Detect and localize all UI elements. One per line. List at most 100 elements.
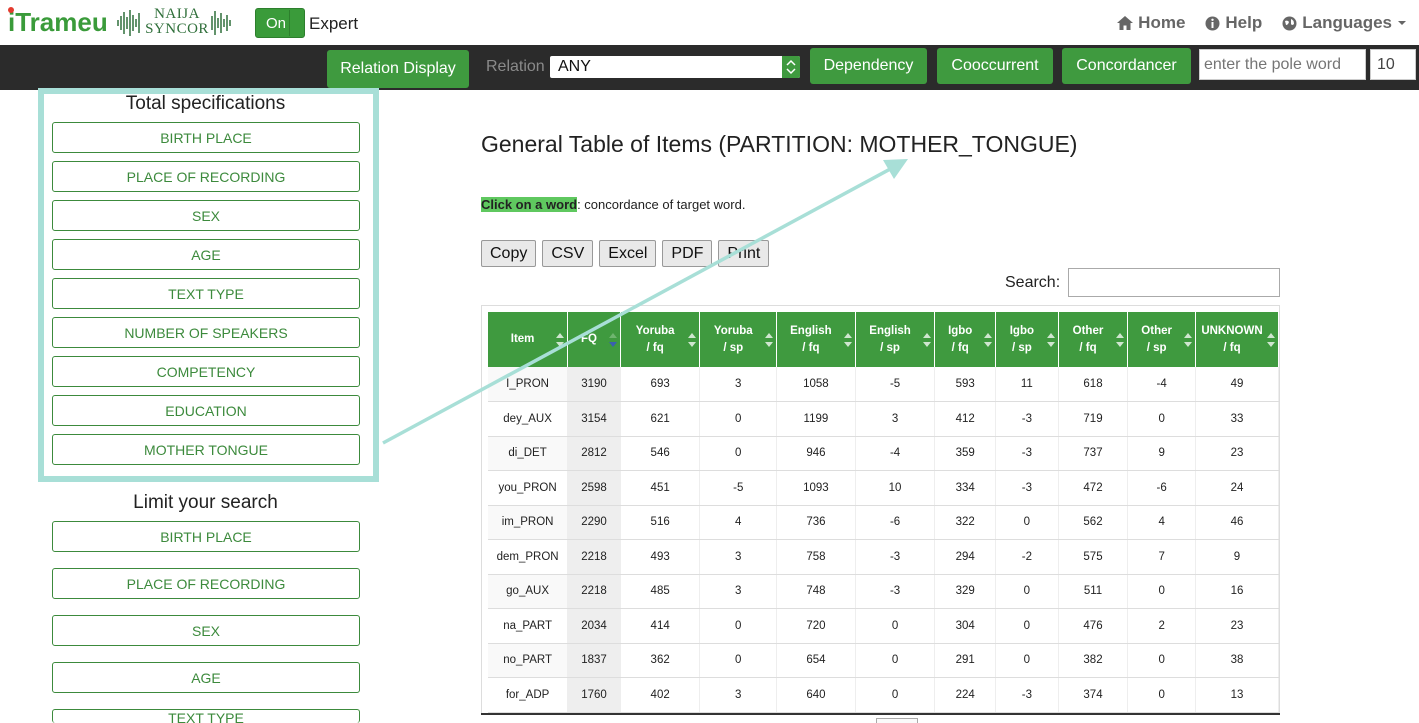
table-cell: 476 — [1058, 608, 1129, 644]
column-header[interactable]: Igbo / sp — [995, 312, 1059, 367]
item-word-link[interactable]: dey_AUX — [488, 401, 569, 437]
total-birth-place-button[interactable]: BIRTH PLACE — [52, 122, 360, 153]
item-word-link[interactable]: I_PRON — [488, 367, 569, 402]
items-table: Item FQ Yoruba / fq Yoruba / sp English / fq Eng… — [488, 312, 1279, 713]
total-text-type-button[interactable]: TEXT TYPE — [52, 278, 360, 309]
search-label: Search: — [1005, 274, 1061, 291]
column-header-label: FQ — [581, 333, 597, 345]
table-row: you_PRON 2598 451 -5 1093 10 334 -3 472 -6 24 — [488, 470, 1279, 506]
table-cell: 0 — [1127, 643, 1196, 678]
limit-birth-place-button[interactable]: BIRTH PLACE — [52, 521, 360, 552]
column-header[interactable]: Yoruba / sp — [699, 312, 778, 367]
caret-down-icon — [1398, 21, 1406, 25]
total-age-button[interactable]: AGE — [52, 239, 360, 270]
item-word-link[interactable]: no_PART — [488, 643, 569, 678]
sort-icon — [1267, 333, 1275, 347]
pagination-thumb[interactable] — [876, 718, 918, 723]
table-header-row: Item FQ Yoruba / fq Yoruba / sp English / fq Eng… — [488, 312, 1279, 367]
table-cell: 737 — [1058, 436, 1129, 471]
naija-logo-text: NAIJA SYNCOR — [142, 7, 212, 37]
table-cell: 0 — [995, 608, 1059, 644]
total-competency-button[interactable]: COMPETENCY — [52, 356, 360, 387]
table-cell: -3 — [855, 574, 936, 609]
items-table-container: Item FQ Yoruba / fq Yoruba / sp English / fq Eng… — [481, 305, 1280, 715]
table-search-input[interactable] — [1068, 268, 1280, 297]
csv-button[interactable]: CSV — [542, 240, 594, 267]
sort-icon — [1183, 333, 1192, 347]
table-cell: 362 — [620, 643, 701, 678]
relation-display-button[interactable]: Relation Display — [327, 50, 469, 88]
total-sex-button[interactable]: SEX — [52, 200, 360, 231]
column-header-label: Yoruba — [713, 324, 753, 337]
total-education-button[interactable]: EDUCATION — [52, 395, 360, 426]
relation-select-value: ANY — [558, 58, 591, 75]
excel-button[interactable]: Excel — [599, 240, 657, 267]
limit-text-type-button[interactable]: TEXT TYPE — [52, 709, 360, 723]
expert-toggle[interactable]: On — [255, 8, 305, 38]
column-header[interactable]: FQ — [567, 312, 621, 367]
itrameur-logo[interactable]: iTrameur — [8, 6, 108, 38]
total-number-of-speakers-button[interactable]: NUMBER OF SPEAKERS — [52, 317, 360, 348]
table-cell: 4 — [1127, 505, 1196, 540]
column-header-label: English — [790, 324, 832, 337]
pole-word-input[interactable] — [1199, 49, 1366, 80]
table-cell: 0 — [855, 677, 936, 713]
table-cell: 1760 — [567, 677, 621, 713]
column-header[interactable]: English / sp — [855, 312, 936, 367]
column-header-label: Other — [1141, 324, 1172, 337]
table-cell: 472 — [1058, 470, 1129, 506]
column-header[interactable]: Item — [488, 312, 569, 367]
dependency-button[interactable]: Dependency — [810, 48, 927, 84]
result-count-input[interactable] — [1370, 49, 1416, 80]
item-word-link[interactable]: di_DET — [488, 436, 569, 471]
sort-icon — [923, 333, 932, 347]
nav-home[interactable]: Home — [1117, 13, 1185, 33]
column-header-label: Yoruba — [635, 324, 675, 337]
table-cell: 4 — [699, 505, 778, 540]
column-header[interactable]: Yoruba / fq — [620, 312, 701, 367]
info-icon — [1205, 16, 1220, 30]
nav-languages[interactable]: Languages — [1282, 13, 1407, 33]
item-word-link[interactable]: im_PRON — [488, 505, 569, 540]
item-word-link[interactable]: for_ADP — [488, 677, 569, 713]
cooccurrent-button[interactable]: Cooccurrent — [937, 48, 1053, 84]
table-cell: 0 — [995, 574, 1059, 609]
total-mother-tongue-button[interactable]: MOTHER TONGUE — [52, 434, 360, 465]
item-word-link[interactable]: you_PRON — [488, 470, 569, 506]
table-cell: 593 — [934, 367, 997, 402]
copy-button[interactable]: Copy — [481, 240, 537, 267]
sort-icon — [984, 333, 993, 347]
print-button[interactable]: Print — [718, 240, 770, 267]
table-cell: -6 — [855, 505, 936, 540]
column-header[interactable]: UNKNOWN / fq — [1195, 312, 1279, 367]
pdf-button[interactable]: PDF — [662, 240, 713, 267]
table-cell: 10 — [855, 470, 936, 506]
table-row: I_PRON 3190 693 3 1058 -5 593 11 618 -4 49 — [488, 367, 1279, 402]
nav-help[interactable]: Help — [1205, 13, 1262, 33]
table-cell: 7 — [1127, 539, 1196, 575]
limit-place-of-recording-button[interactable]: PLACE OF RECORDING — [52, 568, 360, 599]
table-cell: 736 — [776, 505, 856, 540]
table-cell: 359 — [934, 436, 997, 471]
column-header[interactable]: Other / fq — [1058, 312, 1129, 367]
column-header[interactable]: Igbo / fq — [934, 312, 997, 367]
table-cell: 412 — [934, 401, 997, 437]
column-header[interactable]: Other / sp — [1127, 312, 1196, 367]
item-word-link[interactable]: go_AUX — [488, 574, 569, 609]
table-cell: 654 — [776, 643, 856, 678]
column-header-label: / sp — [1011, 341, 1032, 354]
total-place-of-recording-button[interactable]: PLACE OF RECORDING — [52, 161, 360, 192]
relation-select[interactable]: ANY — [550, 56, 800, 78]
column-header[interactable]: English / fq — [776, 312, 856, 367]
concordancer-button[interactable]: Concordancer — [1062, 48, 1191, 84]
naija-syncor-logo[interactable]: NAIJA SYNCOR — [116, 5, 234, 39]
table-cell: 575 — [1058, 539, 1129, 575]
item-word-link[interactable]: na_PART — [488, 608, 569, 644]
limit-sex-button[interactable]: SEX — [52, 615, 360, 646]
table-row: go_AUX 2218 485 3 748 -3 329 0 511 0 16 — [488, 574, 1279, 609]
table-cell: 758 — [776, 539, 856, 575]
limit-age-button[interactable]: AGE — [52, 662, 360, 693]
item-word-link[interactable]: dem_PRON — [488, 539, 569, 575]
table-cell: 322 — [934, 505, 997, 540]
column-header-label: / sp — [1146, 341, 1167, 354]
